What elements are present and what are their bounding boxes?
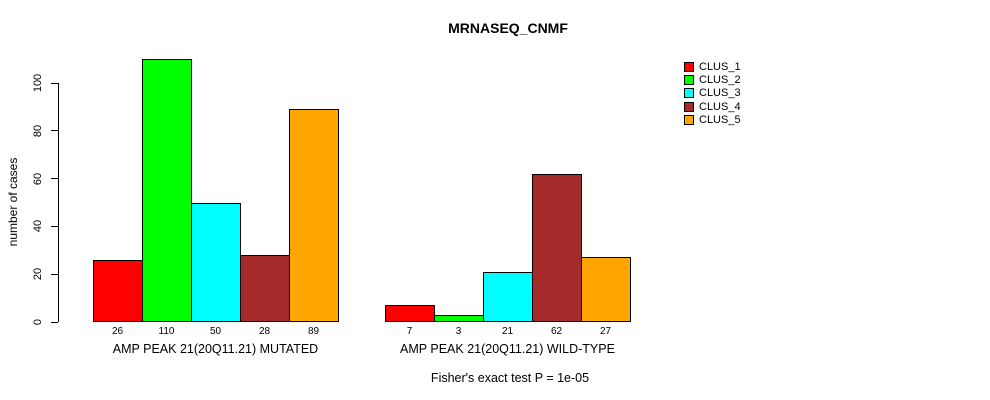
legend-item: CLUS_3 — [684, 87, 741, 100]
bar-value-label: 26 — [111, 326, 124, 337]
bar-value-label: 50 — [209, 326, 222, 337]
legend-label: CLUS_2 — [699, 74, 741, 87]
bar — [532, 173, 582, 322]
bar-value-label: 89 — [307, 326, 320, 337]
y-tick-label: 60 — [32, 172, 44, 185]
legend-item: CLUS_5 — [684, 114, 741, 127]
bar — [191, 202, 241, 322]
bar — [240, 255, 290, 322]
legend-item: CLUS_2 — [684, 73, 741, 86]
y-tick — [51, 130, 58, 132]
bar-value-label: 27 — [599, 326, 612, 337]
legend-item: CLUS_4 — [684, 100, 741, 113]
bar — [434, 314, 484, 322]
y-tick — [51, 321, 58, 323]
legend-label: CLUS_3 — [699, 87, 741, 100]
legend-swatch — [684, 75, 694, 86]
chart-title: MRNASEQ_CNMF — [448, 20, 568, 36]
y-tick — [51, 178, 58, 180]
bar-value-label: 3 — [455, 326, 462, 337]
y-tick-label: 40 — [32, 220, 44, 233]
y-axis-title: number of cases — [6, 157, 20, 247]
bar-value-label: 21 — [501, 326, 514, 337]
y-tick-label: 20 — [32, 268, 44, 281]
bar — [483, 271, 533, 322]
legend: CLUS_1 CLUS_2 CLUS_3 CLUS_4 CLUS_5 — [684, 60, 741, 127]
legend-swatch — [684, 88, 694, 99]
y-tick — [51, 82, 58, 84]
y-tick — [51, 225, 58, 227]
bar — [142, 59, 192, 322]
bar-value-label: 28 — [258, 326, 271, 337]
y-axis-line — [58, 83, 59, 322]
legend-item: CLUS_1 — [684, 60, 741, 73]
y-tick-label: 100 — [32, 73, 44, 93]
bar-value-label: 7 — [406, 326, 413, 337]
bar-value-label: 62 — [550, 326, 563, 337]
legend-label: CLUS_4 — [699, 100, 741, 113]
legend-swatch — [684, 61, 694, 72]
bar — [289, 109, 339, 322]
legend-label: CLUS_1 — [699, 60, 741, 73]
fisher-test-caption: Fisher's exact test P = 1e-05 — [430, 371, 590, 385]
legend-swatch — [684, 115, 694, 126]
group-label: AMP PEAK 21(20Q11.21) MUTATED — [112, 342, 319, 356]
bar — [385, 305, 435, 322]
bar-value-label: 110 — [158, 326, 175, 337]
y-tick — [51, 273, 58, 275]
y-tick-label: 0 — [32, 318, 44, 326]
group-label: AMP PEAK 21(20Q11.21) WILD-TYPE — [400, 342, 615, 356]
bar — [93, 259, 143, 322]
bar — [581, 257, 631, 322]
legend-swatch — [684, 101, 694, 112]
legend-label: CLUS_5 — [699, 114, 741, 127]
y-tick-label: 80 — [32, 124, 44, 137]
